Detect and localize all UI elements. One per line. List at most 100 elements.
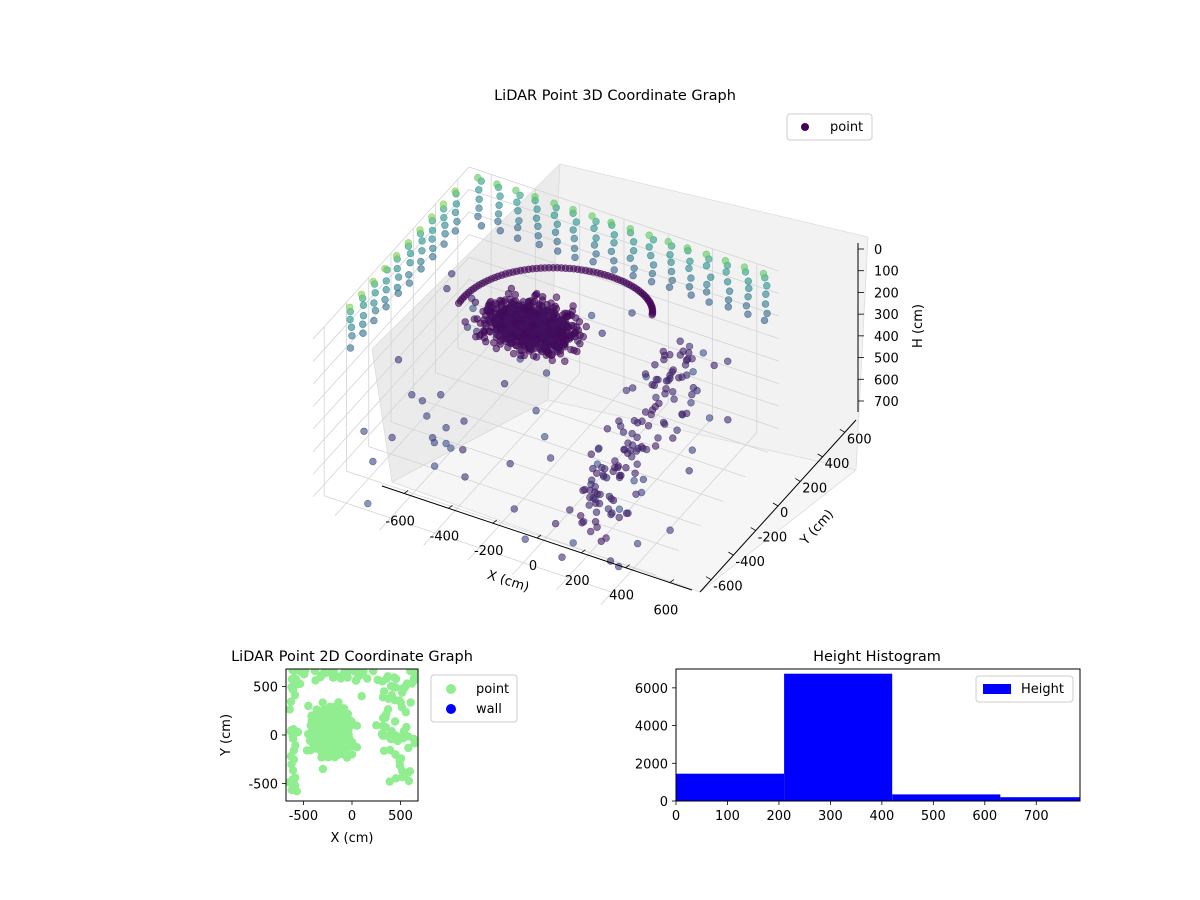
point-2d (320, 751, 329, 760)
point-2d (323, 712, 333, 721)
point-2d (325, 735, 335, 744)
point-2d (323, 720, 332, 729)
point-2d (378, 713, 388, 723)
point-3d (648, 269, 657, 278)
point-2d (346, 721, 355, 731)
point-2d (336, 721, 345, 730)
point-2d (319, 731, 329, 740)
point-2d (337, 730, 346, 740)
point-3d (428, 434, 437, 442)
point-2d (317, 711, 327, 720)
point-2d (398, 684, 407, 693)
point-3d (688, 446, 696, 454)
point-3d (531, 291, 539, 300)
point-2d (334, 725, 344, 734)
point-3d (679, 347, 687, 355)
point-2d (312, 714, 322, 724)
point-3d (630, 264, 638, 272)
point-3d (702, 288, 711, 296)
point-2d (391, 674, 401, 684)
point-2d (321, 719, 331, 729)
point-2d (335, 735, 344, 744)
point-2d (325, 738, 335, 748)
point-2d (319, 669, 329, 678)
point-3d (590, 224, 598, 233)
point-2d (395, 756, 404, 765)
grid-line-y-floor (390, 421, 702, 527)
point-3d (638, 417, 646, 425)
point-2d (396, 754, 406, 763)
point-3d (615, 417, 623, 425)
point-3d (544, 306, 552, 314)
point-2d (321, 732, 330, 742)
point-2d (331, 726, 340, 735)
point-3d (493, 180, 501, 188)
point-2d (334, 698, 343, 707)
histogram-bar (676, 773, 785, 801)
point-2d (336, 728, 345, 737)
point-2d (318, 722, 328, 731)
point-2d (334, 729, 343, 738)
point-2d (337, 744, 346, 753)
point-3d (460, 417, 468, 425)
point-2d (322, 740, 332, 749)
point-2d (325, 740, 334, 749)
point-3d (585, 501, 593, 509)
point-2d (330, 732, 339, 741)
point-3d (668, 388, 677, 396)
point-2d (333, 736, 343, 746)
point-2d (321, 720, 330, 729)
point-2d (319, 722, 329, 732)
point-2d (332, 714, 342, 724)
point-3d (706, 273, 715, 281)
point-2d (324, 720, 334, 730)
point-3d (705, 414, 714, 422)
point-3d (346, 315, 354, 324)
grid-line-y-floor (368, 446, 679, 551)
point-2d (333, 724, 343, 733)
point-2d (341, 710, 351, 719)
point-2d (326, 723, 336, 732)
ticks-3d: -600 -400 -200 0 200 400 600 -600 -400 -200 0 200 40… (385, 243, 898, 619)
point-2d (331, 728, 341, 737)
point-2d (334, 715, 343, 724)
point-2d (345, 734, 354, 743)
point-2d (288, 685, 298, 694)
point-3d (507, 339, 516, 348)
point-2d (335, 715, 345, 724)
point-2d (320, 722, 329, 732)
point-2d (343, 726, 352, 736)
point-3d (514, 333, 522, 341)
point-2d (335, 727, 344, 736)
point-2d (309, 729, 318, 738)
point-2d (311, 733, 321, 742)
point-2d (313, 714, 323, 723)
point-2d (355, 669, 364, 677)
x-tick-label-hist: 400 (869, 809, 894, 824)
point-2d (327, 736, 336, 745)
point-2d (389, 682, 398, 692)
point-3d (515, 313, 523, 321)
point-3d (538, 293, 547, 301)
point-2d (310, 725, 319, 734)
point-3d (570, 346, 578, 354)
point-2d (326, 740, 336, 749)
point-2d (329, 744, 338, 753)
point-3d (590, 241, 599, 249)
point-2d (318, 739, 328, 748)
point-2d (309, 729, 319, 738)
point-2d (336, 721, 346, 730)
point-2d (321, 728, 330, 738)
point-2d (326, 730, 336, 739)
point-2d (384, 694, 393, 703)
point-2d (355, 671, 364, 680)
point-2d (331, 728, 340, 738)
point-3d (687, 274, 695, 282)
point-2d (316, 723, 325, 732)
point-2d (333, 724, 343, 733)
point-2d (336, 725, 345, 734)
point-3d (685, 264, 693, 273)
point-2d (322, 717, 331, 726)
point-2d (342, 739, 351, 748)
point-2d (341, 721, 350, 731)
